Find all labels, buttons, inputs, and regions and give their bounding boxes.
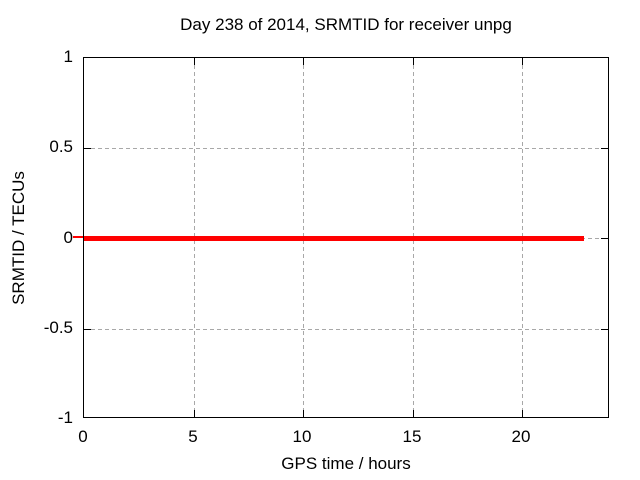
x-tick-label-0: 0 xyxy=(78,427,88,446)
tick-bottom-x5 xyxy=(194,410,195,417)
series-line-left-nub xyxy=(73,236,83,238)
x-tick-label-10: 10 xyxy=(292,427,312,446)
y-tick-label-0: 0 xyxy=(63,228,73,247)
plot-area xyxy=(83,57,609,418)
tick-top-x15 xyxy=(413,58,414,65)
tick-left-yneg0p5 xyxy=(84,329,91,330)
tick-top-x5 xyxy=(194,58,195,65)
tick-bottom-x10 xyxy=(303,410,304,417)
x-axis-label: GPS time / hours xyxy=(281,454,411,473)
x-tick-label-15: 15 xyxy=(402,427,422,446)
gridline-y0p5 xyxy=(84,148,608,149)
y-tick-label-neg1: -1 xyxy=(57,408,73,427)
y-tick-label-1: 1 xyxy=(63,47,73,66)
tick-left-y0p5 xyxy=(84,148,91,149)
tick-right-y0p5 xyxy=(601,148,608,149)
tick-right-yneg0p5 xyxy=(601,329,608,330)
chart-title: Day 238 of 2014, SRMTID for receiver unp… xyxy=(180,15,512,34)
tick-bottom-x20 xyxy=(522,410,523,417)
gridline-yneg0p5 xyxy=(84,329,608,330)
series-line-srmtid xyxy=(84,236,584,241)
y-tick-label-neg0p5: -0.5 xyxy=(43,318,73,337)
x-tick-label-5: 5 xyxy=(188,427,198,446)
tick-bottom-x15 xyxy=(413,410,414,417)
x-tick-label-20: 20 xyxy=(511,427,531,446)
tick-top-x10 xyxy=(303,58,304,65)
y-tick-label-0p5: 0.5 xyxy=(49,137,73,156)
tick-top-x20 xyxy=(522,58,523,65)
tick-right-y0 xyxy=(601,238,608,239)
